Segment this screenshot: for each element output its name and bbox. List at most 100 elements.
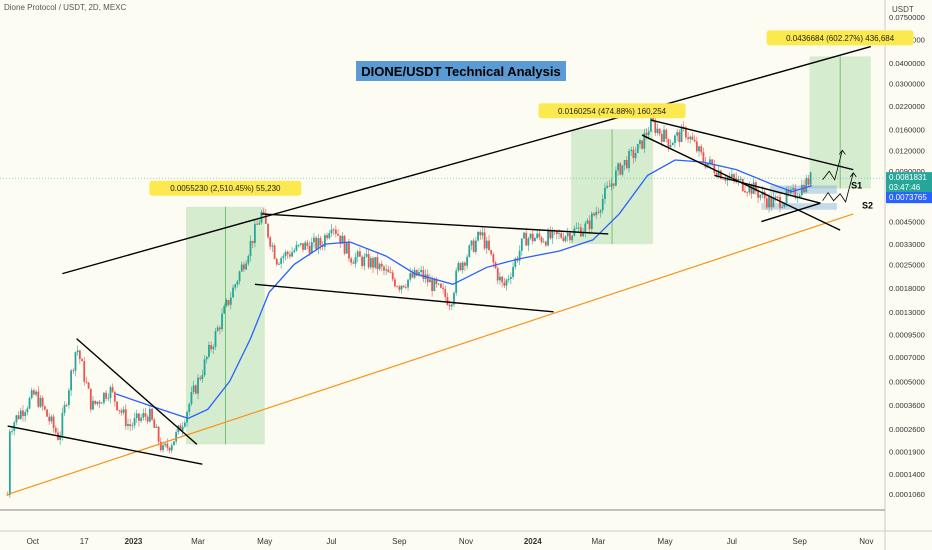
y-tick-label: 0.0005000 [889, 377, 925, 386]
candle-body [267, 223, 269, 238]
candle-body [159, 441, 162, 451]
candle-body [299, 243, 302, 245]
candle-body [22, 410, 24, 417]
candle-body [249, 240, 252, 257]
trendline-triangle-top [714, 174, 821, 204]
candle-body [477, 231, 479, 241]
candle-body [577, 227, 580, 229]
candle-body [127, 424, 129, 426]
candle-body [457, 263, 460, 271]
candle-body [361, 256, 363, 266]
candle-body [240, 264, 243, 272]
candle-body [153, 419, 156, 428]
candle-body [363, 256, 366, 266]
candle-body [551, 230, 554, 239]
candle-body [507, 278, 510, 280]
y-tick-label: 0.0033000 [889, 240, 925, 249]
candle-body [772, 197, 775, 208]
candle-body [433, 278, 436, 292]
candle-body [621, 165, 624, 175]
candle-body [11, 430, 13, 432]
candle-body [269, 237, 272, 247]
annotations: S1 S2 [851, 180, 873, 210]
candle-body [529, 233, 532, 239]
candle-body [50, 416, 53, 422]
candle-body [354, 256, 357, 264]
candle-body [435, 278, 438, 284]
candle-body [785, 190, 788, 204]
candle-body [337, 233, 339, 236]
candle-body [85, 381, 88, 383]
box-label-bg [149, 180, 302, 196]
candle-body [439, 283, 442, 288]
candle-body [345, 242, 348, 254]
candle-body [665, 129, 668, 139]
candle-body [310, 242, 313, 254]
candle-body [385, 269, 388, 271]
candle-body [140, 417, 143, 421]
candle-body [746, 192, 749, 194]
candle-body [168, 447, 171, 451]
candle-body [639, 140, 641, 145]
candle-body [350, 258, 353, 263]
candle-body [512, 267, 514, 277]
candle-body [739, 178, 742, 180]
candle-body [698, 146, 700, 152]
candle-body [122, 409, 125, 413]
candle-body [251, 240, 254, 244]
candle-body [291, 252, 293, 257]
x-tick-label: Nov [459, 537, 473, 546]
candle-body [687, 137, 689, 140]
candle-body [234, 284, 237, 288]
candle-body [87, 382, 90, 389]
candle-body [89, 388, 92, 410]
candle-body [544, 241, 547, 246]
candle-body [595, 211, 598, 216]
trendline-orange-support [6, 213, 854, 496]
candle-body [46, 409, 48, 417]
candle-body [453, 292, 455, 305]
chart-title: DIONE/USDT Technical Analysis [356, 61, 566, 81]
candle-body [787, 190, 790, 194]
candle-body [623, 160, 626, 166]
box-label: 0.0436684 (602.27%) 436,684 [786, 34, 895, 43]
candle-body [297, 244, 300, 246]
candle-body [520, 238, 523, 251]
candle-body [757, 191, 760, 198]
candle-body [376, 257, 379, 270]
candle-body [571, 235, 574, 241]
candle-body [282, 256, 285, 259]
candle-body [199, 377, 202, 380]
candle-body [641, 140, 644, 149]
candle-body [501, 276, 504, 283]
candle-body [186, 411, 188, 423]
currency-label: USDT [892, 5, 914, 14]
candle-body [588, 220, 591, 229]
candle-body [531, 233, 534, 242]
candle-body [111, 387, 114, 392]
candle-body [328, 233, 331, 239]
box-labels: 0.0055230 (2,510.45%) 55,230 0.0160254 (4… [149, 30, 914, 196]
candle-body [372, 258, 374, 268]
trendline-wedge-2024-top [650, 119, 854, 171]
candle-body [693, 139, 696, 142]
candle-body [514, 258, 517, 268]
candle-body [245, 263, 248, 270]
x-tick-label: Sep [392, 537, 407, 546]
candle-body [660, 133, 663, 142]
candle-body [400, 285, 403, 290]
candle-body [107, 397, 110, 399]
countdown-label: 03:47:46 [889, 183, 921, 192]
candle-body [652, 116, 654, 122]
candle-body [39, 397, 42, 407]
candle-body [151, 408, 153, 420]
y-tick-label: 0.0001900 [889, 448, 925, 457]
candle-body [98, 401, 101, 404]
candle-body [164, 443, 167, 446]
candle-body [343, 235, 346, 254]
candle-body [280, 258, 283, 264]
candle-body [689, 136, 692, 140]
candle-body [724, 179, 727, 181]
candle-body [455, 270, 458, 293]
